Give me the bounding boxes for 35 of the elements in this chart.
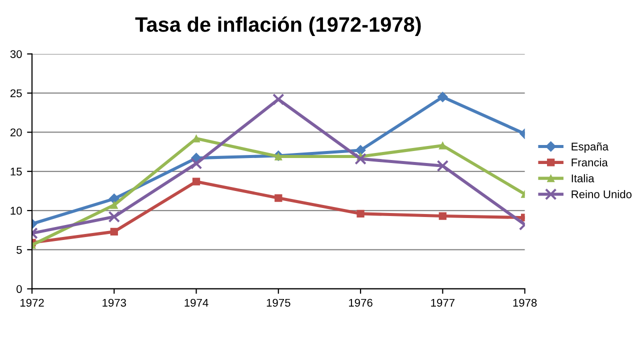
point — [108, 194, 120, 204]
point — [438, 212, 446, 220]
x-tick-label: 1975 — [266, 298, 290, 307]
point — [190, 158, 202, 170]
x-tick-label: 1978 — [513, 298, 537, 307]
legend-label: Reino Unido — [572, 190, 632, 198]
point — [272, 93, 284, 106]
point — [354, 152, 366, 165]
point — [274, 152, 282, 160]
point — [110, 228, 118, 236]
x-tick-label: 1976 — [349, 298, 372, 307]
y-tick-label: 25 — [10, 89, 22, 98]
legend-label: Italia — [572, 174, 594, 182]
x-tick-label: 1972 — [20, 298, 44, 307]
y-tick-label: 10 — [10, 206, 22, 215]
point — [356, 210, 364, 218]
point — [274, 194, 282, 202]
legend-label: España — [572, 142, 609, 153]
chart-title: Tasa de inflación (1972-1978) — [135, 16, 421, 36]
point — [437, 92, 448, 102]
point — [438, 142, 446, 150]
y-tick-label: 5 — [16, 246, 22, 254]
y-tick-label: 20 — [10, 128, 22, 136]
y-tick-label: 15 — [10, 168, 22, 176]
point — [110, 201, 118, 209]
y-tick-label: 30 — [10, 50, 22, 58]
x-tick-label: 1977 — [431, 298, 454, 307]
legend-label: Francia — [572, 158, 608, 166]
y-tick-label: 0 — [16, 285, 22, 293]
point — [108, 210, 120, 223]
point — [192, 178, 200, 186]
point — [355, 144, 366, 156]
point — [436, 160, 449, 172]
x-tick-label: 1973 — [102, 298, 126, 307]
x-tick-label: 1974 — [184, 298, 208, 307]
